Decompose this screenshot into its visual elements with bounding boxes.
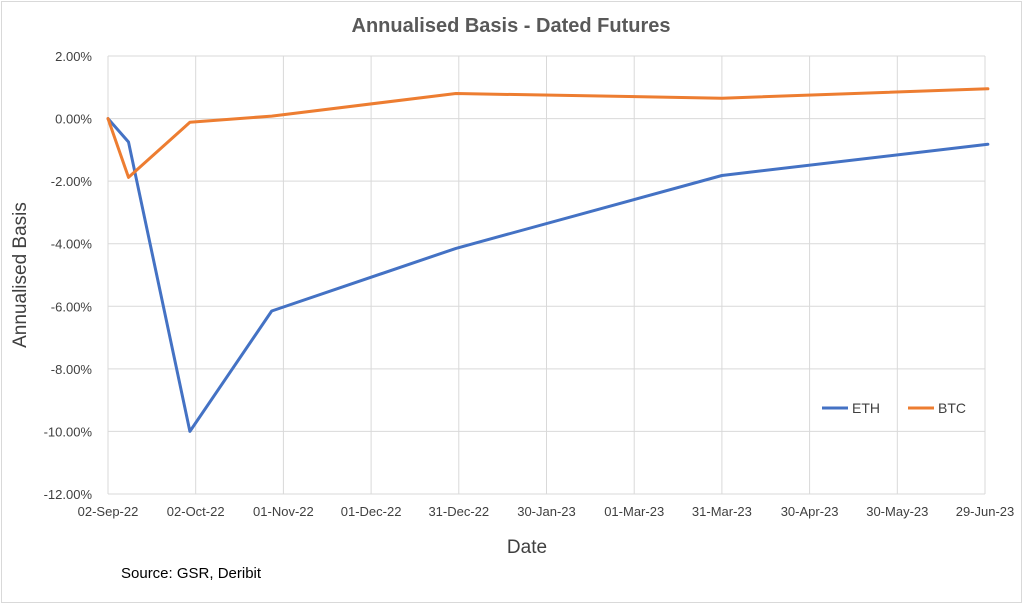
y-tick-label: 2.00%: [55, 49, 92, 64]
x-tick-label: 02-Sep-22: [78, 504, 139, 519]
legend: ETH BTC: [822, 400, 966, 416]
x-tick-label: 31-Dec-22: [428, 504, 489, 519]
y-tick-label: -2.00%: [51, 174, 93, 189]
x-tick-label: 31-Mar-23: [692, 504, 752, 519]
legend-item-eth: ETH: [822, 400, 880, 416]
source-note: Source: GSR, Deribit: [121, 565, 262, 582]
legend-label: ETH: [852, 400, 880, 416]
legend-item-btc: BTC: [908, 400, 966, 416]
y-tick-label: -8.00%: [51, 362, 93, 377]
x-tick-label: 30-May-23: [866, 504, 928, 519]
series-line-eth: [106, 117, 990, 433]
y-tick-label: 0.00%: [55, 112, 92, 127]
legend-label: BTC: [938, 400, 966, 416]
x-tick-label: 29-Jun-23: [956, 504, 1015, 519]
y-axis-title: Annualised Basis: [10, 202, 31, 348]
y-tick-label: -4.00%: [51, 237, 93, 252]
x-tick-label: 01-Nov-22: [253, 504, 314, 519]
x-axis-title: Date: [507, 537, 547, 558]
chart-title: Annualised Basis - Dated Futures: [352, 15, 671, 37]
series-line-btc: [106, 87, 990, 179]
x-tick-label: 02-Oct-22: [167, 504, 225, 519]
x-tick-label: 01-Mar-23: [604, 504, 664, 519]
x-tick-label: 01-Dec-22: [341, 504, 402, 519]
x-tick-label: 30-Jan-23: [517, 504, 576, 519]
y-tick-label: -12.00%: [44, 487, 93, 502]
y-axis-ticks: 2.00% 0.00% -2.00% -4.00% -6.00% -8.00% -10.00…: [44, 49, 93, 502]
gridlines: [107, 55, 986, 495]
series: [106, 87, 990, 433]
x-tick-label: 30-Apr-23: [781, 504, 839, 519]
x-axis-ticks: 02-Sep-22 02-Oct-22 01-Nov-22 01-Dec-22 31-D…: [78, 504, 1015, 519]
y-tick-label: -6.00%: [51, 299, 93, 314]
y-tick-label: -10.00%: [44, 424, 93, 439]
